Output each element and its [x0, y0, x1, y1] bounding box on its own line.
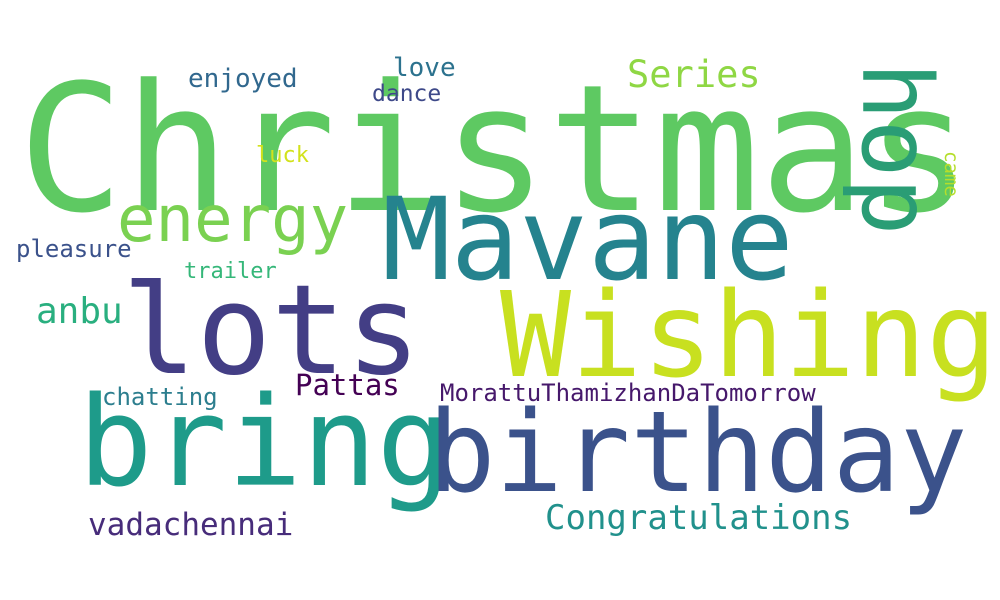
- word-vadachennai: vadachennai: [88, 507, 294, 543]
- word-pattas: Pattas: [295, 368, 400, 402]
- word-wishing: Wishing: [500, 266, 998, 404]
- word-series: Series: [627, 53, 761, 96]
- word-pleasure: pleasure: [16, 235, 132, 263]
- word-chatting: chatting: [102, 383, 218, 411]
- word-morattu: MorattuThamizhanDaTomorrow: [440, 379, 816, 407]
- word-dance: dance: [372, 81, 442, 107]
- word-bring: bring: [78, 371, 452, 515]
- word-christmas: Christmas: [18, 47, 972, 252]
- word-lots: lots: [122, 259, 421, 403]
- word-love: love: [393, 53, 456, 83]
- word-hop: hop: [840, 62, 952, 236]
- word-came: came: [940, 151, 962, 197]
- word-birthday: birthday: [428, 388, 968, 518]
- word-enjoyed: enjoyed: [188, 64, 298, 94]
- word-anbu: anbu: [36, 291, 123, 332]
- word-energy: energy: [117, 183, 349, 257]
- word-luck: luck: [256, 143, 309, 168]
- word-trailer: trailer: [184, 259, 277, 284]
- word-congratulations: Congratulations: [545, 498, 853, 538]
- word-mavane: Mavane: [382, 173, 794, 306]
